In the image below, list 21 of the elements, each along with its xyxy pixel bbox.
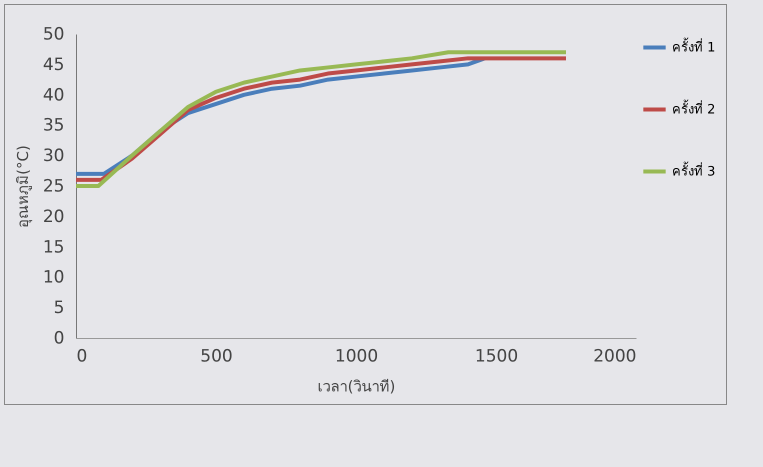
y-tick-label: 5 — [54, 298, 64, 318]
legend-label: ครั้งที่ 2 — [672, 100, 716, 118]
y-tick-label: 50 — [42, 24, 64, 44]
x-tick-label: 1500 — [474, 346, 518, 366]
legend-label: ครั้งที่ 1 — [672, 38, 716, 56]
x-axis-title: เวลา(วินาที) — [318, 378, 396, 396]
y-tick-label: 25 — [42, 176, 64, 196]
y-tick-label: 15 — [42, 237, 64, 258]
y-axis-title: อุณหภูมิ(°C) — [14, 145, 33, 228]
legend-label: ครั้งที่ 3 — [672, 162, 716, 180]
y-tick-label: 30 — [42, 146, 64, 166]
y-tick-label: 20 — [42, 206, 64, 227]
y-tick-label: 45 — [42, 54, 64, 75]
x-tick-label: 500 — [200, 346, 233, 366]
y-tick-label: 0 — [54, 328, 64, 348]
y-tick-label: 40 — [42, 85, 64, 106]
y-tick-label: 35 — [42, 116, 64, 136]
x-tick-label: 1000 — [334, 346, 378, 366]
x-tick-label: 2000 — [593, 346, 636, 366]
x-tick-label: 0 — [76, 346, 88, 366]
y-tick-label: 10 — [42, 268, 64, 288]
